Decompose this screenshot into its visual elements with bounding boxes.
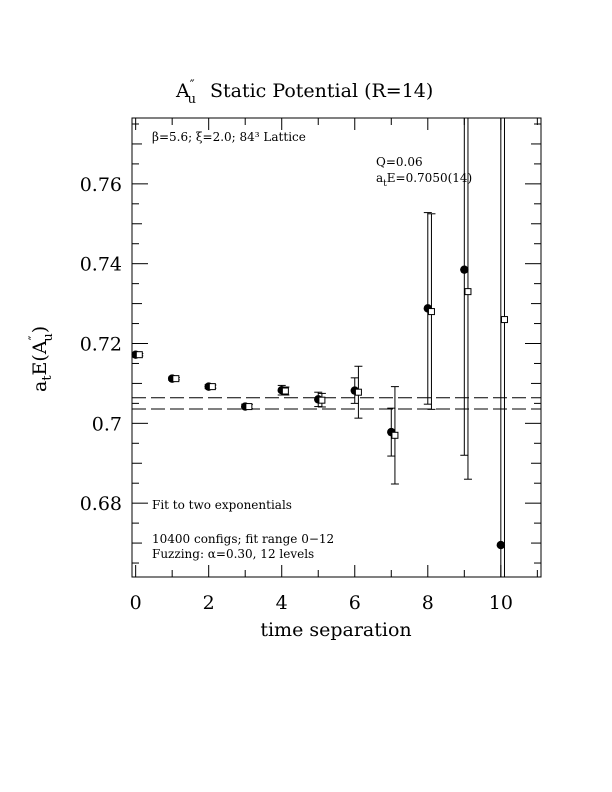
square-point	[281, 387, 289, 395]
x-tick-label: 6	[349, 592, 361, 614]
x-tick-label: 8	[422, 592, 434, 614]
y-tick-label: 0.74	[80, 254, 122, 276]
x-tick-label: 0	[130, 592, 142, 614]
q-annotation: Q=0.06	[376, 155, 423, 169]
square-point	[172, 375, 180, 383]
y-axis-label: atE(A″u)	[27, 326, 56, 392]
y-tick-label: 0.7	[92, 413, 122, 435]
plot-frame	[131, 117, 542, 578]
y-tick-label: 0.72	[80, 334, 122, 356]
energy-annotation: atE=0.7050(14)	[376, 171, 472, 189]
circle-point	[496, 540, 506, 550]
square-point	[500, 316, 508, 324]
square-point	[354, 388, 362, 396]
x-tick-label: 4	[276, 592, 288, 614]
plot-area: 0 2 4 6 8 10 0.68 0.7 0.72 0.74 0.76	[80, 117, 542, 614]
x-tick-label: 2	[203, 592, 215, 614]
square-point	[208, 383, 216, 391]
square-point	[427, 308, 435, 316]
square-point	[318, 396, 326, 404]
square-point	[245, 403, 253, 411]
chart-title: A″ u Static Potential (R=14)	[175, 78, 433, 107]
fit-annotation: Fit to two exponentials	[152, 498, 292, 512]
fuzzing-annotation: Fuzzing: α=0.30, 12 levels	[152, 547, 314, 561]
circle-point	[460, 265, 469, 274]
square-point	[464, 288, 472, 296]
y-tick-label: 0.76	[80, 174, 122, 196]
configs-annotation: 10400 configs; fit range 0−12	[152, 532, 334, 546]
lattice-annotation: β=5.6; ξ=2.0; 84³ Lattice	[152, 130, 306, 144]
x-tick-label: 10	[489, 592, 513, 614]
square-point	[391, 431, 399, 439]
square-point	[135, 351, 143, 359]
x-axis-label: time separation	[260, 619, 411, 641]
y-tick-label: 0.68	[80, 493, 122, 515]
